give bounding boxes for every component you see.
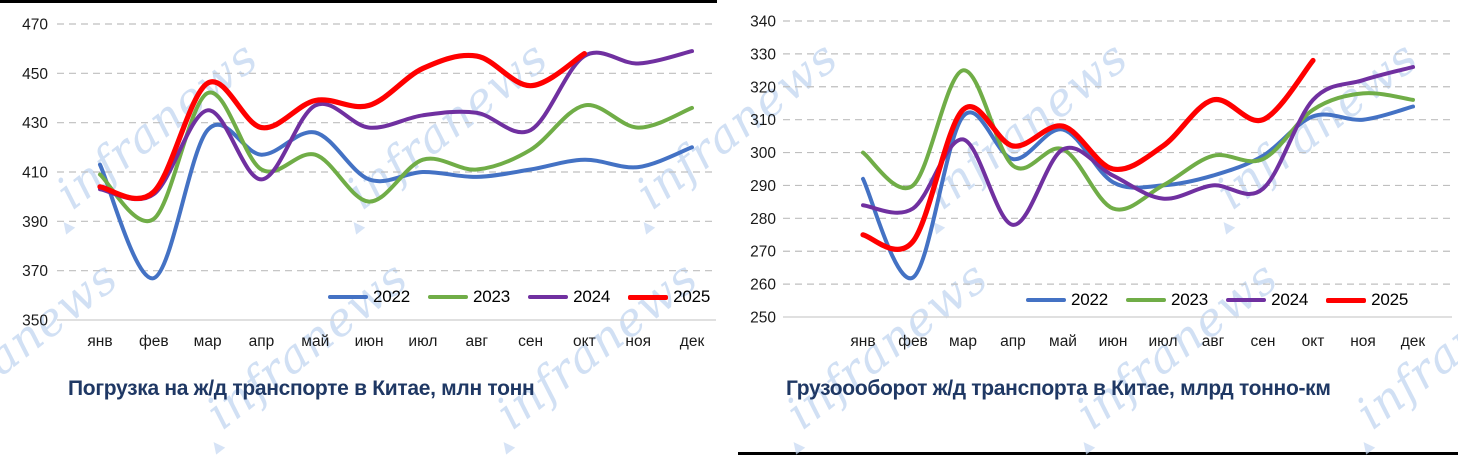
legend-item-2024: 2024 [1226, 290, 1308, 310]
x-tick-label-мар: мар [949, 333, 977, 350]
x-tick-label-июл: июл [1149, 333, 1178, 350]
y-tick-label-300: 300 [750, 145, 776, 162]
y-tick-label-390: 390 [22, 214, 48, 231]
x-tick-label-ноя: ноя [1350, 333, 1376, 350]
x-tick-label-окт: окт [573, 333, 596, 350]
loading-chart-legend: 2022 2023 2024 2025 [328, 287, 710, 307]
x-tick-label-мар: мар [194, 333, 222, 350]
x-tick-label-апр: апр [249, 333, 275, 350]
legend-key-2025 [1326, 297, 1367, 303]
legend-item-2022: 2022 [1026, 290, 1108, 310]
x-tick-label-сен: сен [518, 333, 543, 350]
y-tick-label-450: 450 [22, 66, 48, 83]
x-tick-label-фев: фев [139, 333, 169, 350]
x-tick-label-ноя: ноя [625, 333, 651, 350]
legend-label-2025: 2025 [1371, 290, 1409, 309]
loading-chart-title: Погрузка на ж/д транспорте в Китае, млн … [68, 377, 535, 400]
x-tick-label-апр: апр [1000, 333, 1026, 350]
legend-key-2024 [528, 295, 569, 299]
top-divider-line [0, 0, 717, 3]
legend-label-2023: 2023 [473, 287, 511, 306]
x-tick-label-сен: сен [1251, 333, 1276, 350]
legend-item-2025: 2025 [1326, 290, 1408, 310]
x-tick-label-май: май [1049, 333, 1077, 350]
x-tick-label-фев: фев [898, 333, 928, 350]
y-tick-label-290: 290 [750, 178, 776, 195]
y-tick-label-320: 320 [750, 79, 776, 96]
legend-item-2025: 2025 [628, 287, 710, 307]
legend-key-2023 [428, 295, 469, 299]
legend-item-2022: 2022 [328, 287, 410, 307]
legend-item-2023: 2023 [428, 287, 510, 307]
legend-label-2024: 2024 [573, 287, 611, 306]
y-tick-label-410: 410 [22, 165, 48, 182]
legend-label-2023: 2023 [1171, 290, 1209, 309]
turnover-chart-plot: 340 330 320 310 300 290 280 270 260 250 янв фев мар а… [750, 14, 1452, 350]
series-line-2025 [860, 57, 1316, 252]
legend-item-2023: 2023 [1126, 290, 1208, 310]
y-tick-label-430: 430 [22, 115, 48, 132]
y-tick-label-310: 310 [750, 112, 776, 129]
bottom-divider-line [738, 452, 1458, 455]
y-tick-label-250: 250 [750, 310, 776, 327]
x-tick-label-май: май [301, 333, 329, 350]
y-tick-label-280: 280 [750, 211, 776, 228]
series-line-2022 [98, 122, 694, 281]
loading-chart-plot: 470 450 430 410 390 370 350 янв фев мар апр май июн и… [22, 17, 716, 350]
y-tick-label-340: 340 [750, 14, 776, 31]
watermark-arrow-icon: ▲ [206, 434, 228, 457]
watermark-arrow-icon: ▲ [496, 434, 518, 457]
x-tick-label-окт: окт [1302, 333, 1325, 350]
x-tick-label-янв: янв [87, 333, 112, 350]
x-tick-label-авг: авг [1202, 333, 1225, 350]
legend-key-2022 [328, 295, 368, 299]
series-line-2023 [861, 68, 1415, 212]
legend-key-2023 [1126, 298, 1167, 302]
legend-item-2024: 2024 [528, 287, 610, 307]
turnover-chart-title: Грузоооборот ж/д транспорта в Китае, млр… [786, 377, 1331, 400]
y-tick-label-470: 470 [22, 17, 48, 34]
x-tick-label-июн: июн [1099, 333, 1128, 350]
y-tick-label-350: 350 [22, 313, 48, 330]
series-line-2022 [861, 104, 1415, 281]
legend-key-2024 [1226, 298, 1267, 302]
x-tick-label-дек: дек [1401, 333, 1426, 350]
legend-label-2024: 2024 [1271, 290, 1309, 309]
series-line-2025 [97, 51, 587, 201]
legend-key-2025 [628, 294, 669, 300]
y-tick-label-370: 370 [22, 263, 48, 280]
y-tick-label-260: 260 [750, 277, 776, 294]
x-tick-label-янв: янв [850, 333, 875, 350]
x-tick-label-авг: авг [465, 333, 488, 350]
series-line-2024 [861, 65, 1415, 227]
legend-label-2022: 2022 [1071, 290, 1109, 309]
legend-label-2025: 2025 [673, 287, 711, 306]
legend-label-2022: 2022 [373, 287, 411, 306]
legend-key-2022 [1026, 298, 1066, 302]
y-tick-label-330: 330 [750, 46, 776, 63]
turnover-chart-legend: 2022 2023 2024 2025 [1026, 290, 1408, 310]
x-tick-label-июл: июл [408, 333, 437, 350]
x-tick-label-июн: июн [355, 333, 384, 350]
x-tick-label-дек: дек [680, 333, 705, 350]
y-tick-label-270: 270 [750, 244, 776, 261]
